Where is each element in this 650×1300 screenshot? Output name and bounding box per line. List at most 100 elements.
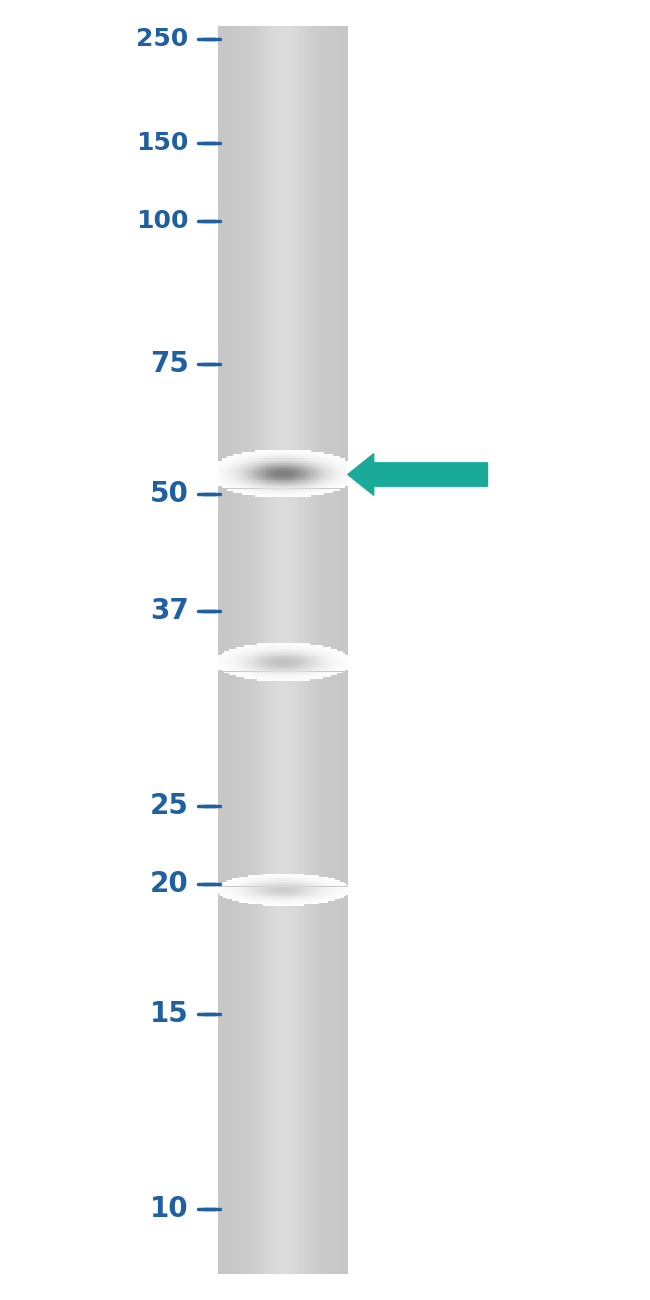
Bar (323, 26, 324, 1274)
Bar (278, 482, 279, 484)
Bar (265, 651, 266, 653)
Bar (324, 472, 326, 473)
Bar (253, 493, 254, 495)
Bar (240, 460, 241, 463)
Bar (315, 666, 317, 668)
Bar (330, 893, 331, 894)
Bar (307, 460, 309, 463)
Bar (345, 887, 346, 888)
Bar (240, 478, 241, 480)
Bar (258, 493, 259, 495)
Bar (261, 472, 262, 473)
Bar (302, 655, 304, 656)
Bar (336, 898, 337, 900)
Bar (283, 655, 284, 656)
Bar (274, 495, 275, 497)
Bar (330, 885, 331, 887)
Bar (289, 485, 291, 486)
Bar (302, 901, 304, 902)
Bar (276, 485, 278, 486)
Bar (249, 668, 250, 670)
Bar (222, 485, 223, 486)
Bar (226, 480, 227, 482)
Bar (244, 472, 245, 473)
Bar (336, 489, 337, 490)
Bar (228, 656, 229, 658)
Bar (294, 896, 296, 898)
Bar (330, 887, 331, 888)
Bar (315, 465, 317, 467)
Bar (281, 450, 283, 452)
Bar (245, 452, 246, 454)
Bar (276, 649, 278, 651)
Bar (235, 653, 236, 654)
Bar (326, 672, 327, 673)
Bar (296, 465, 297, 467)
Bar (285, 898, 287, 900)
Bar (242, 898, 244, 900)
Bar (300, 460, 301, 463)
Bar (281, 653, 283, 654)
Bar (266, 480, 267, 482)
Bar (258, 902, 259, 905)
Bar (343, 463, 344, 465)
Bar (265, 472, 266, 473)
Bar (304, 465, 305, 467)
Bar (339, 889, 340, 892)
Bar (291, 905, 292, 906)
Bar (345, 472, 346, 473)
Bar (322, 647, 323, 649)
Bar (314, 881, 315, 883)
Bar (310, 892, 311, 893)
Bar (289, 476, 291, 477)
Bar (315, 647, 317, 649)
Bar (298, 478, 300, 480)
Bar (330, 485, 331, 486)
Bar (237, 658, 239, 660)
Bar (244, 901, 245, 902)
Bar (313, 656, 314, 658)
Bar (232, 473, 233, 476)
Bar (298, 896, 300, 898)
Bar (300, 879, 301, 880)
Bar (250, 875, 252, 876)
Bar (259, 672, 261, 673)
Bar (309, 460, 310, 463)
Bar (292, 896, 293, 898)
Bar (267, 480, 268, 482)
Bar (237, 469, 239, 472)
Bar (279, 905, 280, 906)
Bar (293, 893, 294, 894)
Bar (317, 881, 318, 883)
Bar (252, 888, 253, 889)
Bar (258, 482, 259, 484)
Bar (346, 892, 348, 893)
Bar (262, 456, 263, 459)
Bar (220, 467, 222, 469)
Bar (309, 473, 310, 476)
Bar (265, 875, 266, 876)
Bar (304, 480, 305, 482)
Bar (266, 456, 267, 459)
Bar (219, 480, 220, 482)
Bar (239, 887, 240, 888)
Bar (284, 879, 285, 880)
Bar (283, 874, 284, 875)
Bar (291, 660, 292, 662)
Bar (276, 675, 278, 677)
Bar (226, 658, 227, 660)
Bar (327, 480, 328, 482)
Bar (276, 662, 278, 664)
Bar (332, 670, 333, 672)
Bar (280, 456, 281, 459)
Bar (249, 896, 250, 898)
Bar (345, 889, 346, 892)
Bar (306, 885, 307, 887)
Bar (323, 649, 324, 651)
Bar (344, 473, 345, 476)
Bar (276, 473, 278, 476)
Bar (228, 655, 229, 656)
Bar (283, 894, 284, 896)
Bar (235, 480, 236, 482)
Bar (324, 879, 326, 880)
